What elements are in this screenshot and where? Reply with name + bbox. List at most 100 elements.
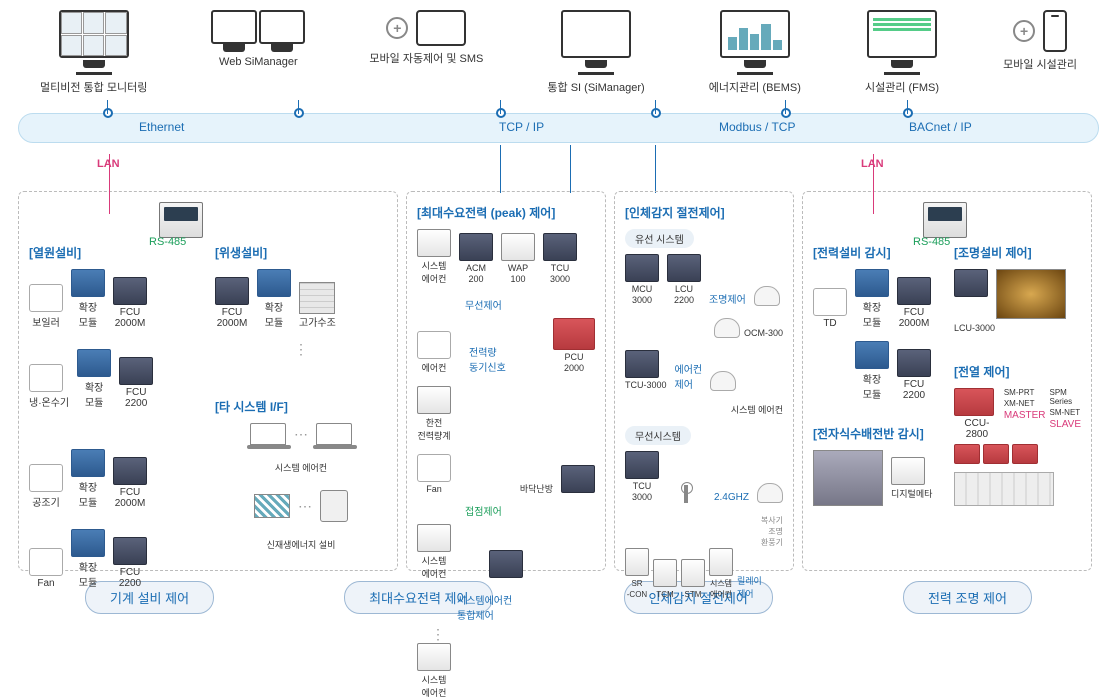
fcu-2000m (113, 457, 147, 485)
ellipsis-icon (298, 498, 312, 515)
panel-occupancy: [인체감지 절전제어] 유선 시스템 MCU 3000 LCU 2200 조명제… (614, 191, 794, 571)
solar-icon (254, 494, 290, 518)
protocol-bus: Ethernet TCP / IP Modbus / TCP BACnet / … (18, 113, 1099, 143)
top-monitors-row: 멀티비전 통합 모니터링 Web SiManager + 모바일 자동제어 및 … (0, 0, 1117, 95)
device-row: Fan 확장 모듈 FCU 2200 (29, 529, 201, 589)
wap-100 (501, 233, 535, 261)
acm-200 (459, 233, 493, 261)
laptop-icon (316, 423, 352, 445)
monitor-web-simanager: Web SiManager (211, 10, 305, 95)
sr-con (625, 548, 649, 576)
bus-dot (781, 108, 791, 118)
ellipsis-icon (215, 341, 387, 358)
fcu-2000m (897, 277, 931, 305)
device-row: 냉·온수기 확장 모듈 FCU 2200 (29, 349, 201, 409)
expansion-module (257, 269, 291, 297)
bus-dot (496, 108, 506, 118)
ac-control-label: 에어컨 제어 (675, 361, 703, 391)
monitor-label: 모바일 자동제어 및 SMS (369, 50, 483, 66)
monitor-label: 모바일 시설관리 (1003, 56, 1077, 72)
laptop-icon (250, 423, 286, 445)
monitor-screen (867, 10, 937, 58)
bus-bacnet: BACnet / IP (909, 120, 972, 134)
section-switchboard: [전자식수배전반 감시] (813, 425, 940, 442)
monitor-screen (259, 10, 305, 44)
monitor-label: Web SiManager (219, 56, 298, 68)
switchboard-image (813, 450, 883, 506)
integ-controller (489, 550, 523, 578)
device-row: 공조기 확장 모듈 FCU 2000M (29, 449, 201, 509)
expansion-module (77, 349, 111, 377)
chiller-icon (29, 364, 63, 392)
pill-power-lighting: 전력 조명 제어 (903, 581, 1032, 614)
heating-module (1012, 444, 1038, 464)
wireless-system-label: 무선시스템 (625, 426, 691, 445)
expansion-module (855, 341, 889, 369)
integ-control-label: 시스템에어컨 통합제어 (457, 592, 595, 622)
occupancy-sensor-icon (757, 483, 783, 503)
floor-heating-label: 바닥난방 (520, 482, 553, 495)
section-occupancy: [인체감지 절전제어] (625, 204, 783, 221)
fcu-2200 (119, 357, 153, 385)
tcu-3000 (625, 350, 659, 378)
mcu-3000 (625, 254, 659, 282)
device-row: 시스템 에어컨 ACM 200 WAP 100 TCU 3000 (417, 229, 595, 285)
expansion-module (71, 529, 105, 557)
fcu-2200 (113, 537, 147, 565)
td-icon (813, 288, 847, 316)
renewable-label: 신재생에너지 설비 (267, 538, 336, 551)
freq-label: 2.4GHZ (714, 492, 749, 503)
antenna-icon (684, 485, 688, 503)
rs485-label: RS-485 (913, 236, 950, 248)
monitor-bems: 에너지관리 (BEMS) (709, 10, 801, 95)
system-ac-icon (417, 229, 451, 257)
system-ac-label: 시스템 에어컨 (625, 403, 783, 416)
ev-charger-icon (320, 490, 348, 522)
heating-module (983, 444, 1009, 464)
tcm (653, 559, 677, 587)
monitor-mobile-fms: + 모바일 시설관리 (1003, 10, 1077, 95)
fan-icon (417, 454, 451, 482)
plus-icon: + (1013, 20, 1035, 42)
ccu-2800 (954, 388, 994, 416)
controller-icon (923, 202, 967, 238)
monitor-label: 시설관리 (FMS) (865, 79, 939, 95)
monitor-multivision: 멀티비전 통합 모니터링 (40, 10, 147, 95)
aux-devices-label: 복사기 조명 환풍기 (625, 515, 783, 548)
kepco-meter (417, 386, 451, 414)
lcu-3000 (954, 269, 988, 297)
expansion-module (71, 449, 105, 477)
bus-dot (294, 108, 304, 118)
system-ac-icon (417, 524, 451, 552)
heat-devices: 보일러 확장 모듈 FCU 2000M 냉·온수기 확장 모듈 FCU 2200… (29, 269, 201, 601)
section-sanitary: [위생설비] (215, 244, 387, 261)
boiler-icon (29, 284, 63, 312)
lcu-2200 (667, 254, 701, 282)
section-heating: [전열 제어] (954, 363, 1081, 380)
monitor-mobile-sms: + 모바일 자동제어 및 SMS (369, 10, 483, 95)
monitor-label: 멀티비전 통합 모니터링 (40, 79, 147, 95)
ellipsis-icon (431, 626, 595, 643)
panels-row: LAN RS-485 [열원설비] 보일러 확장 모듈 FCU 2000M 냉·… (0, 143, 1117, 581)
power-sync-label: 전력량 동기신호 (469, 344, 506, 374)
rs485-label: RS-485 (149, 236, 186, 248)
digital-meter (891, 457, 925, 485)
expansion-module (855, 269, 889, 297)
bus-tcpip: TCP / IP (499, 120, 544, 134)
system-ac-label: 시스템 에어컨 (275, 461, 327, 474)
bus-modbus: Modbus / TCP (719, 120, 795, 134)
monitor-screen (59, 10, 129, 58)
ac-icon (417, 331, 451, 359)
tcu-3000 (543, 233, 577, 261)
panel-peak-demand: [최대수요전력 (peak) 제어] 시스템 에어컨 ACM 200 WAP 1… (406, 191, 606, 571)
monitor-screen (720, 10, 790, 58)
bus-dot (651, 108, 661, 118)
section-other-if: [타 시스템 I/F] (215, 398, 387, 415)
stm (681, 559, 705, 587)
panel-machine: LAN RS-485 [열원설비] 보일러 확장 모듈 FCU 2000M 냉·… (18, 191, 398, 571)
plus-icon: + (386, 17, 408, 39)
wireless-label: 무선제어 (465, 297, 595, 312)
phone-icon (1043, 10, 1067, 52)
monitor-screen (211, 10, 257, 44)
monitor-label: 통합 SI (SiManager) (547, 79, 644, 95)
